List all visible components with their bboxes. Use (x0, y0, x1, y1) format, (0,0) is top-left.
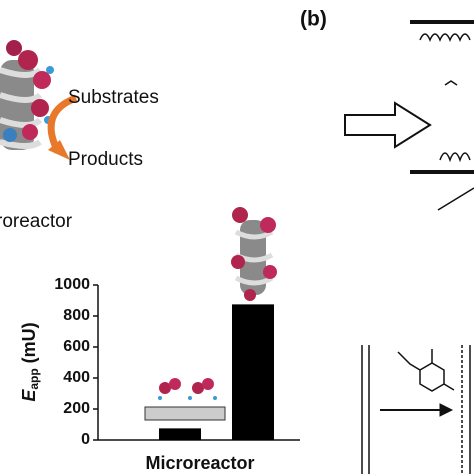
y-tick-label: 200 (63, 400, 90, 417)
bar-chart: 0 200 400 600 800 1000 Eapp (mU) Microreactor (19, 276, 300, 473)
y-tick-label: 800 (63, 307, 90, 324)
y-label-part: app (27, 368, 41, 389)
bar (232, 304, 274, 440)
arrow-head (48, 140, 70, 160)
products-label: Products (68, 149, 143, 170)
helix-illustration (0, 40, 54, 150)
helix-illustration-2 (231, 207, 277, 301)
bar (159, 428, 201, 440)
y-tick-label: 400 (63, 369, 90, 386)
scheme-b (344, 20, 474, 474)
y-tick-label: 1000 (54, 276, 90, 293)
y-tick-label: 600 (63, 338, 90, 355)
y-label-part: E (19, 389, 39, 402)
y-label-part: (mU) (19, 322, 39, 363)
platform-illustration (144, 378, 226, 421)
substrates-label: Substrates (68, 87, 159, 108)
panel-label: (b) (300, 8, 327, 31)
x-axis-label: Microreactor (145, 453, 254, 473)
y-axis-label: Eapp (mU) (19, 322, 41, 401)
caption: roreactor (0, 211, 73, 232)
y-tick-label: 0 (81, 431, 90, 448)
